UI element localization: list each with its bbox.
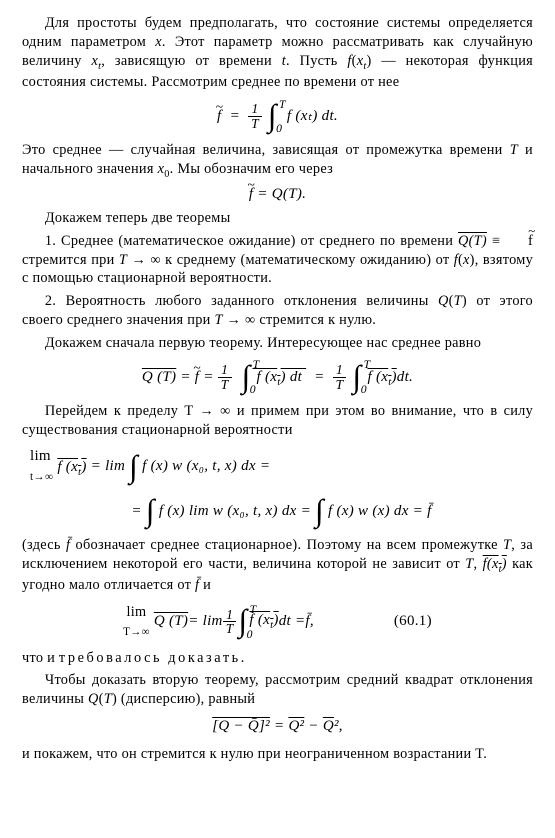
para-qed: что и требовалось доказать. xyxy=(22,649,533,668)
equation-dispersion: [Q − Q̄]² = Q² − Q², xyxy=(22,717,533,737)
eq5-den: T xyxy=(223,622,237,636)
eq5-lo: 0 xyxy=(247,627,253,642)
eq5-limsub: T→∞ xyxy=(123,626,150,638)
equation-QT-expansion: Q (T) = f = 1T ∫T0 f (xt) dt = 1T ∫T0 f … xyxy=(22,361,533,394)
para-theorem-2: 2. Вероятность любого заданного отклонен… xyxy=(22,292,533,330)
eq3-num: 1 xyxy=(218,363,232,378)
para-prove-first: Докажем сначала первую теорему. Интересу… xyxy=(22,334,533,353)
eq4-l2: f (x) w (x₀, t, x) dx = xyxy=(142,459,270,475)
equation-limit-chain: limt→∞ f (xt) = lim ∫ f (x) w (x₀, t, x)… xyxy=(22,447,533,527)
p9a: что и xyxy=(22,650,59,666)
para-two-theorems: Докажем теперь две теоремы xyxy=(22,209,533,228)
eq5-hi: T xyxy=(250,602,257,617)
eq3-lo1: 0 xyxy=(250,382,256,397)
eq1-num: 1 xyxy=(248,102,262,117)
equation-time-average-def: f = 1T ∫T0 f (xₜ) dt. xyxy=(22,100,533,133)
para-limit-intro: Перейдем к пределу T → ∞ и примем при эт… xyxy=(22,402,533,440)
eq4-l4: f (x) w (x) dx = xyxy=(328,503,423,519)
eq4-limsub: t→∞ xyxy=(30,471,53,483)
equation-number-60-1: (60.1) xyxy=(394,612,432,632)
eq1-hi: T xyxy=(279,97,286,112)
eq1-den: T xyxy=(248,117,262,131)
para-second-theorem-setup: Чтобы доказать вторую теорему, рассмотри… xyxy=(22,671,533,709)
para-stationary-mean: (здесь f̄ обозначает среднее стационарно… xyxy=(22,536,533,595)
eq3-num2: 1 xyxy=(333,363,347,378)
equation-60-1: limT→∞ Q (T) = lim 1T ∫T0 f (xt) dt = f̄… xyxy=(22,603,533,641)
eq3-den2: T xyxy=(333,378,347,392)
eq3-lo2: 0 xyxy=(361,382,367,397)
para-ftilde-random: Это среднее — случайная величина, завися… xyxy=(22,141,533,181)
eq1-integrand: f (xₜ) dt. xyxy=(287,108,338,124)
eq3-hi1: T xyxy=(253,357,260,372)
eq5-num: 1 xyxy=(223,608,237,623)
eq4-l3: f (x) lim w (x₀, t, x) dx = xyxy=(159,503,311,519)
p9b-spaced: требовалось доказать. xyxy=(59,650,247,666)
eq3-den: T xyxy=(218,378,232,392)
equation-ftilde-Q: f = Q(T). xyxy=(22,185,533,205)
eq1-lo: 0 xyxy=(276,121,282,136)
para-theorem-1: 1. Среднее (математическое ожидание) от … xyxy=(22,232,533,289)
para-final: и покажем, что он стремится к нулю при н… xyxy=(22,745,533,764)
para-intro: Для простоты будем предполагать, что сос… xyxy=(22,14,533,92)
eq3-hi2: T xyxy=(364,357,371,372)
